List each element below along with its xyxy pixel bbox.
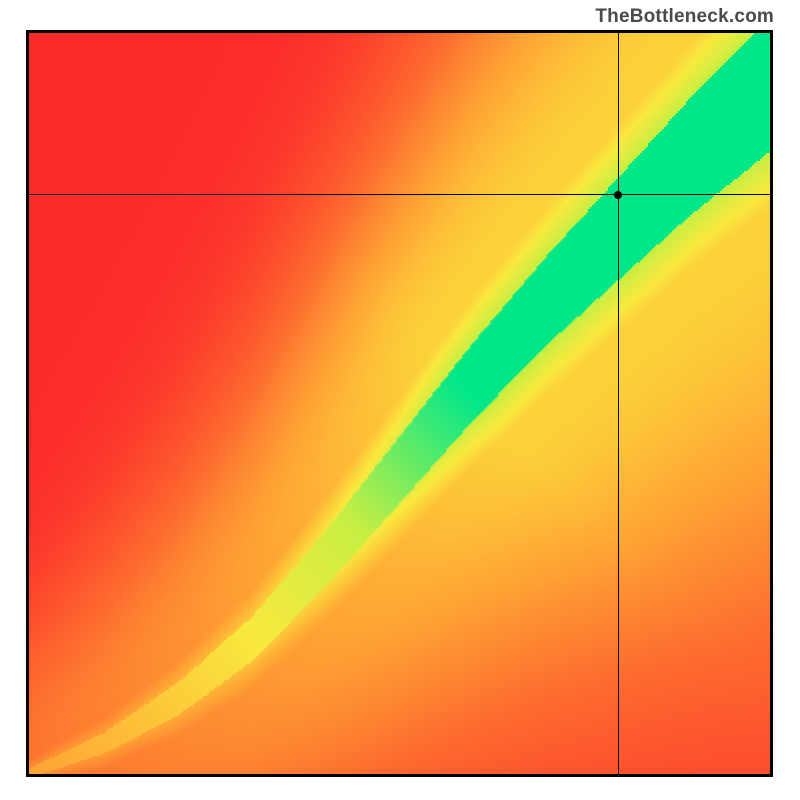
watermark-text: TheBottleneck.com bbox=[595, 6, 774, 28]
crosshair-marker bbox=[614, 191, 622, 199]
plot-border-right bbox=[770, 30, 773, 777]
heatmap-canvas bbox=[29, 33, 770, 774]
plot-border-bottom bbox=[26, 774, 773, 777]
heatmap-plot bbox=[29, 33, 770, 774]
crosshair-vertical bbox=[618, 33, 619, 774]
crosshair-horizontal bbox=[29, 194, 770, 195]
